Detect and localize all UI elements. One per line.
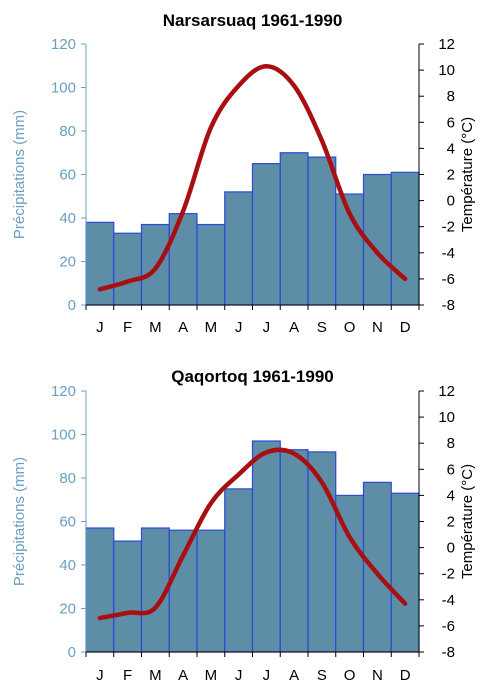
chart-title: Narsarsuaq 1961-1990 <box>163 11 343 30</box>
y2-axis-title: Température (°C) <box>459 464 476 579</box>
left-tick-label: 0 <box>68 644 76 661</box>
temperature-line <box>97 447 408 621</box>
right-tick-label: 2 <box>447 167 455 184</box>
left-tick-label: 100 <box>51 427 76 444</box>
y-axis-title: Précipitations (mm) <box>11 110 28 239</box>
right-tick-label: -8 <box>442 297 455 314</box>
precipitation-bar <box>113 540 143 653</box>
precipitation-bar <box>113 232 143 306</box>
chart-panel-qaqortoq: Qaqortoq 1961-1990 020406080100120-8-6-4… <box>11 367 476 684</box>
month-label: M <box>205 667 218 684</box>
month-label: J <box>263 667 271 684</box>
precipitation-bar <box>390 492 420 653</box>
left-tick-label: 40 <box>59 210 76 227</box>
month-label: O <box>344 319 356 336</box>
right-tick-label: 0 <box>447 540 455 557</box>
month-label: J <box>263 319 271 336</box>
precipitation-bar <box>85 221 115 306</box>
month-label: J <box>96 667 104 684</box>
left-tick-label: 80 <box>59 470 76 487</box>
month-label: M <box>205 319 218 336</box>
month-label: O <box>344 667 356 684</box>
chart-title: Qaqortoq 1961-1990 <box>171 367 334 386</box>
month-label: F <box>123 319 132 336</box>
temperature-line <box>97 63 408 292</box>
precipitation-bar <box>251 163 281 306</box>
month-label: M <box>149 667 162 684</box>
left-tick-label: 120 <box>51 383 76 400</box>
left-tick-label: 100 <box>51 80 76 97</box>
precipitation-bar <box>196 529 226 653</box>
precipitation-bar <box>279 152 309 306</box>
right-tick-label: 4 <box>447 487 455 504</box>
left-tick-label: 20 <box>59 601 76 618</box>
precipitation-bar <box>85 527 115 653</box>
right-tick-label: -2 <box>442 566 455 583</box>
month-label: N <box>372 667 383 684</box>
month-label: M <box>149 319 162 336</box>
month-label: A <box>289 319 299 336</box>
y2-axis-title: Température (°C) <box>459 117 476 232</box>
month-label: J <box>235 319 243 336</box>
right-tick-label: 8 <box>447 435 455 452</box>
precipitation-bar <box>224 191 254 306</box>
right-tick-label: -8 <box>442 644 455 661</box>
left-tick-label: 0 <box>68 297 76 314</box>
right-tick-label: -4 <box>442 245 455 262</box>
month-label: J <box>235 667 243 684</box>
month-label: A <box>289 667 299 684</box>
y-axis-title: Précipitations (mm) <box>11 457 28 586</box>
left-tick-label: 40 <box>59 557 76 574</box>
right-tick-label: -6 <box>442 271 455 288</box>
right-tick-label: 10 <box>438 409 455 426</box>
right-tick-label: 12 <box>438 383 455 400</box>
right-tick-label: 10 <box>438 62 455 79</box>
month-label: N <box>372 319 383 336</box>
precipitation-bar <box>362 481 392 653</box>
month-label: A <box>178 667 188 684</box>
month-label: D <box>400 667 411 684</box>
right-tick-label: 8 <box>447 88 455 105</box>
precipitation-bar <box>390 171 420 306</box>
right-tick-label: -6 <box>442 618 455 635</box>
left-tick-label: 20 <box>59 254 76 271</box>
right-tick-label: 12 <box>438 36 455 53</box>
right-tick-label: 2 <box>447 514 455 531</box>
right-tick-label: 0 <box>447 193 455 210</box>
right-tick-label: 6 <box>447 461 455 478</box>
month-label: A <box>178 319 188 336</box>
right-tick-label: -2 <box>442 219 455 236</box>
precipitation-bar <box>307 156 337 306</box>
left-tick-label: 60 <box>59 167 76 184</box>
precipitation-bar <box>279 449 309 653</box>
left-tick-label: 120 <box>51 36 76 53</box>
left-tick-label: 60 <box>59 514 76 531</box>
month-label: J <box>96 319 104 336</box>
month-label: S <box>317 319 327 336</box>
precipitation-bar <box>224 488 254 653</box>
right-tick-label: 6 <box>447 114 455 131</box>
precipitation-bar <box>168 213 198 306</box>
chart-panel-narsarsuaq: Narsarsuaq 1961-1990 020406080100120-8-6… <box>11 11 476 336</box>
right-tick-label: 4 <box>447 140 455 157</box>
month-label: S <box>317 667 327 684</box>
precipitation-bar <box>196 223 226 306</box>
right-tick-label: -4 <box>442 592 455 609</box>
left-tick-label: 80 <box>59 123 76 140</box>
precipitation-bar <box>251 440 281 653</box>
precipitation-bar <box>168 529 198 653</box>
month-label: F <box>123 667 132 684</box>
month-label: D <box>400 319 411 336</box>
